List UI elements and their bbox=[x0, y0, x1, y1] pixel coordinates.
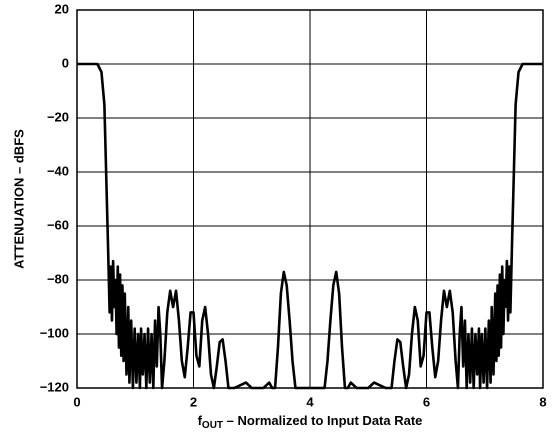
x-tick-label: 4 bbox=[306, 394, 314, 409]
x-axis-label-text: – Normalized to Input Data Rate bbox=[223, 413, 422, 428]
y-tick-label: −80 bbox=[47, 271, 69, 286]
x-axis-label-symbol: f bbox=[198, 413, 203, 428]
y-tick-label: −60 bbox=[47, 217, 69, 232]
y-tick-label: 0 bbox=[62, 55, 69, 70]
y-tick-label: −20 bbox=[47, 109, 69, 124]
x-tick-label: 8 bbox=[539, 394, 546, 409]
x-tick-label: 0 bbox=[73, 394, 80, 409]
x-axis-label-subscript: OUT bbox=[202, 420, 223, 431]
data-line bbox=[77, 62, 543, 390]
x-axis-label: fOUT – Normalized to Input Data Rate bbox=[198, 413, 423, 430]
y-tick-label: −100 bbox=[40, 325, 69, 340]
y-axis-label: ATTENUATION – dBFS bbox=[11, 129, 26, 269]
y-tick-label: 20 bbox=[55, 1, 69, 16]
x-tick-label: 6 bbox=[423, 394, 430, 409]
x-tick-label: 2 bbox=[190, 394, 197, 409]
y-tick-label: −120 bbox=[40, 379, 69, 394]
y-tick-label: −40 bbox=[47, 163, 69, 178]
